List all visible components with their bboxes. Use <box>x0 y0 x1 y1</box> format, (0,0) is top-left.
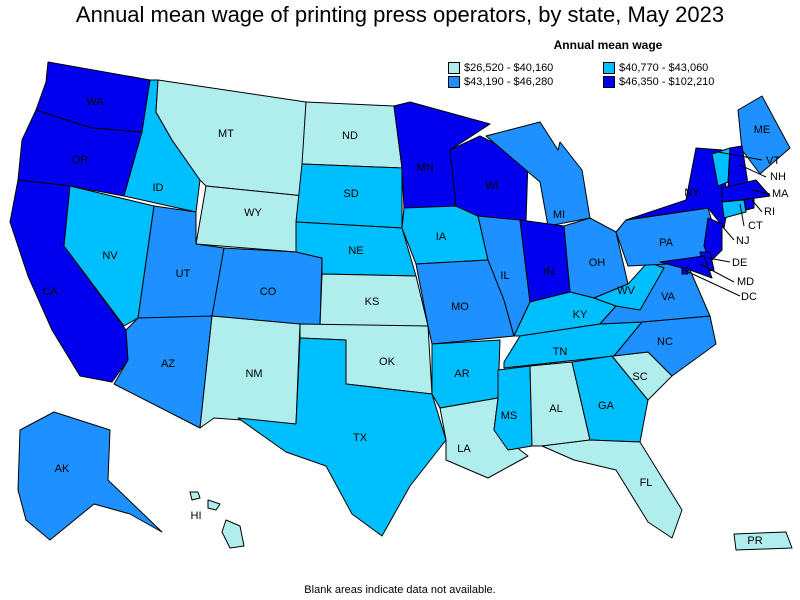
state-label-wi: WI <box>485 180 498 192</box>
state-label-me: ME <box>754 124 771 136</box>
state-label-nj: NJ <box>736 235 749 247</box>
state-label-wy: WY <box>244 207 262 219</box>
state-label-va: VA <box>661 291 676 303</box>
state-az <box>113 315 213 429</box>
leader-line-vt <box>717 151 763 161</box>
state-label-hi: HI <box>191 510 202 522</box>
legend-swatch-3 <box>448 76 460 88</box>
legend-item-2: $40,770 - $43,060 <box>603 62 768 74</box>
leader-line-ri <box>751 199 763 213</box>
state-md <box>659 255 713 279</box>
legend: Annual mean wage $26,520 - $40,160 $40,7… <box>448 38 768 88</box>
state-label-ok: OK <box>379 356 396 368</box>
leader-line-nj <box>721 225 735 241</box>
state-ak <box>17 411 163 541</box>
state-fl <box>541 439 683 539</box>
leader-line-de <box>707 257 731 263</box>
map-title: Annual mean wage of printing press opera… <box>75 2 725 27</box>
state-label-ga: GA <box>598 400 615 412</box>
footnote: Blank areas indicate data not available. <box>304 584 496 596</box>
state-label-nv: NV <box>102 250 118 262</box>
state-label-sc: SC <box>632 371 647 383</box>
state-label-il: IL <box>500 270 509 282</box>
leader-line-ct <box>739 203 745 227</box>
state-label-ne: NE <box>348 245 363 257</box>
state-label-nc: NC <box>657 336 673 348</box>
state-label-wa: WA <box>86 96 104 108</box>
state-label-mo: MO <box>451 301 469 313</box>
state-label-mn: MN <box>416 162 433 174</box>
state-label-pr: PR <box>747 535 762 547</box>
state-label-la: LA <box>457 443 471 455</box>
leader-line-dc <box>683 269 741 297</box>
legend-item-3: $43,190 - $46,280 <box>448 76 603 88</box>
state-label-nh: NH <box>770 171 786 183</box>
legend-label-4: $46,350 - $102,210 <box>619 76 715 88</box>
state-mi <box>485 121 591 227</box>
leader-line-md <box>699 263 735 283</box>
state-label-mi: MI <box>553 209 565 221</box>
state-ma <box>721 179 771 203</box>
state-label-wv: WV <box>617 285 635 297</box>
state-label-in: IN <box>544 266 555 278</box>
state-label-al: AL <box>549 403 562 415</box>
legend-label-1: $26,520 - $40,160 <box>464 62 554 74</box>
state-label-ia: IA <box>436 231 447 243</box>
state-label-tn: TN <box>553 346 568 358</box>
legend-swatch-1 <box>448 62 460 74</box>
state-label-ut: UT <box>176 268 191 280</box>
legend-swatch-4 <box>603 76 615 88</box>
state-wv <box>593 261 665 311</box>
state-tx <box>237 337 447 537</box>
state-label-md: MD <box>737 276 754 288</box>
state-hi <box>189 491 245 549</box>
state-label-id: ID <box>153 182 164 194</box>
state-label-co: CO <box>260 286 277 298</box>
state-wy <box>195 185 305 253</box>
state-label-ak: AK <box>55 463 70 475</box>
legend-title: Annual mean wage <box>553 38 663 52</box>
state-label-mt: MT <box>218 128 234 140</box>
state-label-ks: KS <box>365 296 380 308</box>
legend-swatch-2 <box>603 62 615 74</box>
legend-item-1: $26,520 - $40,160 <box>448 62 603 74</box>
leader-line-ma <box>751 189 771 195</box>
state-ms <box>493 365 533 451</box>
state-label-az: AZ <box>161 358 175 370</box>
state-label-de: DE <box>732 257 747 269</box>
state-label-vt: VT <box>766 155 780 167</box>
legend-item-4: $46,350 - $102,210 <box>603 76 768 88</box>
state-label-ny: NY <box>684 187 700 199</box>
state-label-nd: ND <box>342 130 358 142</box>
state-label-nm: NM <box>245 368 262 380</box>
state-label-sd: SD <box>343 188 358 200</box>
state-label-fl: FL <box>640 477 653 489</box>
state-pr <box>733 531 793 551</box>
state-label-ri: RI <box>764 206 775 218</box>
leader-line-nh <box>739 164 767 178</box>
state-label-ma: MA <box>772 188 789 200</box>
state-label-ms: MS <box>501 410 518 422</box>
state-label-pa: PA <box>659 237 674 249</box>
state-label-ct: CT <box>748 220 763 232</box>
state-nj <box>703 217 723 263</box>
state-label-dc: DC <box>741 291 757 303</box>
state-me <box>737 95 791 175</box>
state-nv <box>63 185 155 327</box>
state-label-ky: KY <box>573 309 588 321</box>
state-label-tx: TX <box>353 432 368 444</box>
legend-label-2: $40,770 - $43,060 <box>619 62 709 74</box>
legend-label-3: $43,190 - $46,280 <box>464 76 554 88</box>
state-label-or: OR <box>72 154 89 166</box>
state-label-oh: OH <box>589 257 606 269</box>
state-label-ca: CA <box>42 286 58 298</box>
state-label-ar: AR <box>454 368 469 380</box>
